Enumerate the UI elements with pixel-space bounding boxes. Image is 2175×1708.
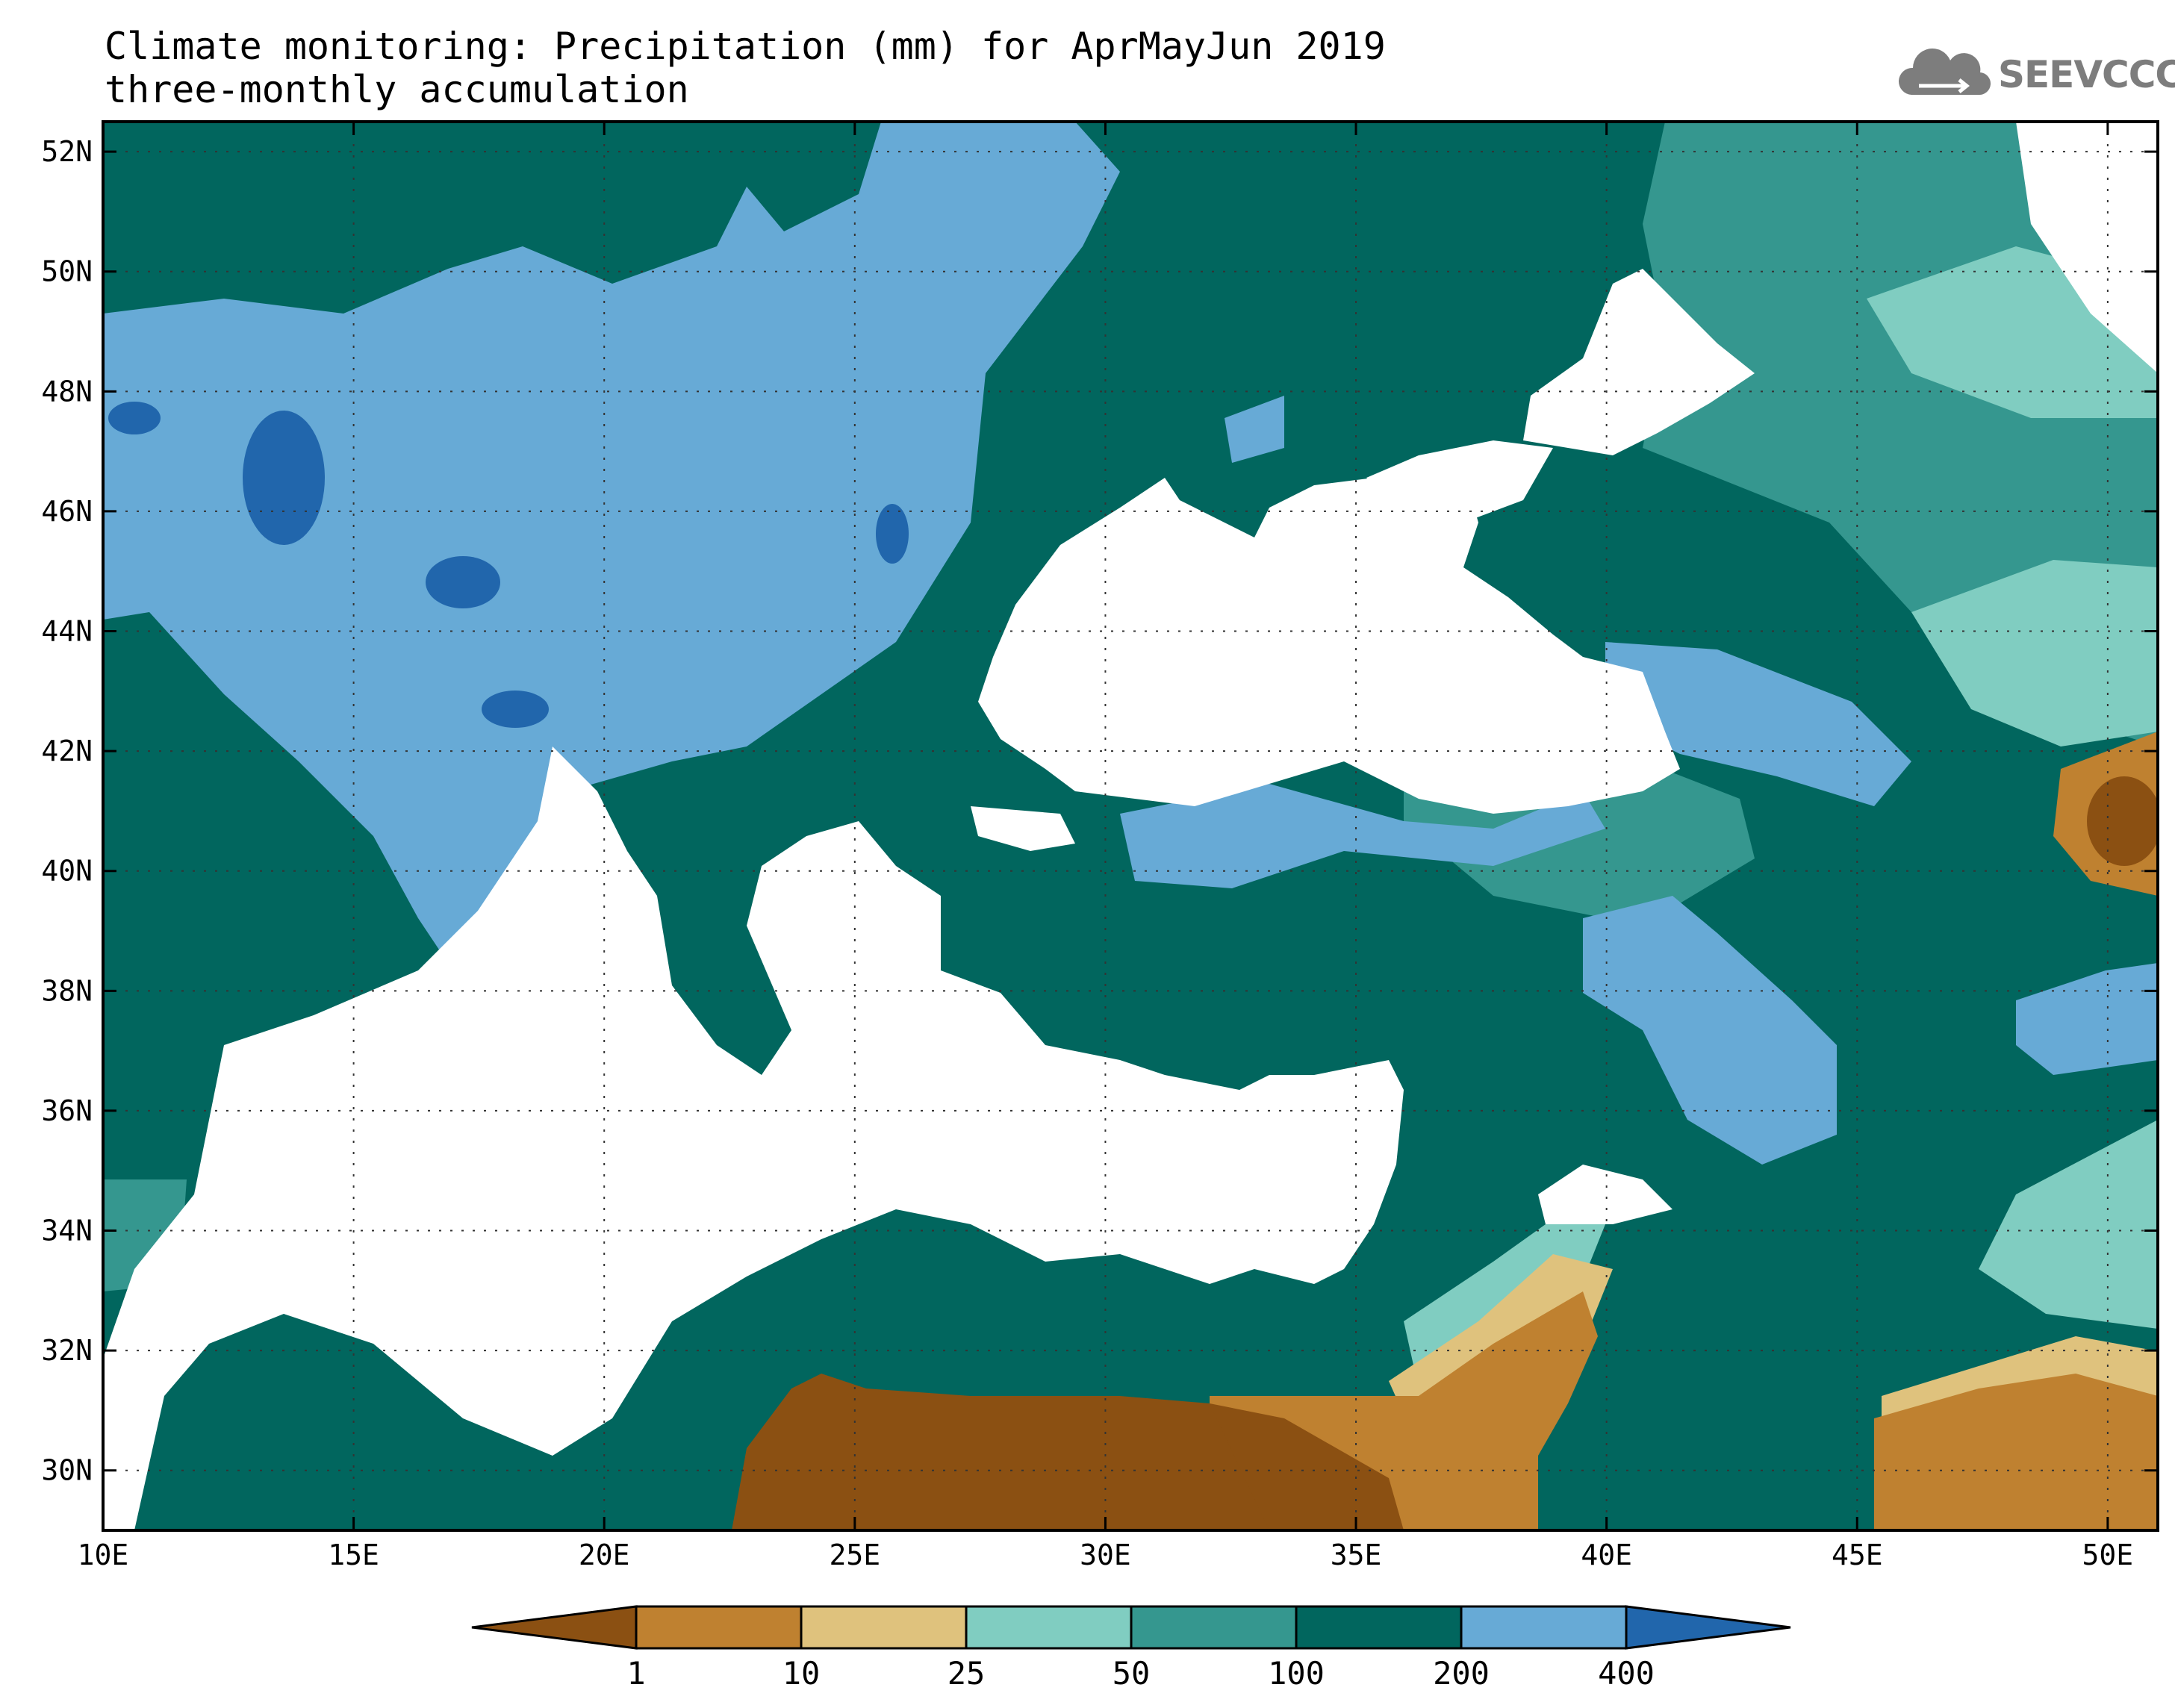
colorbar-box bbox=[965, 1605, 1133, 1650]
lat-tick-label: 34N bbox=[41, 1215, 93, 1247]
colorbar-label: 1 bbox=[626, 1655, 645, 1692]
lon-tick-label: 50E bbox=[2082, 1539, 2134, 1571]
lon-tick-label: 10E bbox=[78, 1539, 129, 1571]
colorbar-box bbox=[1130, 1605, 1298, 1650]
no-data-russia bbox=[1523, 269, 1755, 455]
precip-200-400-iran bbox=[2016, 963, 2158, 1075]
lon-tick-label: 20E bbox=[579, 1539, 630, 1571]
precip-1-10-caspian-coast bbox=[2087, 776, 2158, 866]
lon-tick-label: 35E bbox=[1331, 1539, 1382, 1571]
colorbar-box bbox=[800, 1605, 968, 1650]
precip-over-400-alps bbox=[108, 402, 161, 434]
precip-over-400-montenegro bbox=[482, 691, 549, 728]
colorbar-label: 100 bbox=[1268, 1655, 1325, 1692]
precip-under-1-egypt bbox=[1210, 1403, 1404, 1530]
lat-tick-label: 38N bbox=[41, 974, 93, 1007]
map-title: Climate monitoring: Precipitation (mm) f… bbox=[105, 25, 1386, 68]
lat-tick-label: 50N bbox=[41, 255, 93, 288]
logo-text: SEEVCCC bbox=[1998, 53, 2175, 96]
lon-tick-label: 15E bbox=[328, 1539, 379, 1571]
lat-tick-label: 44N bbox=[41, 615, 93, 648]
colorbar-label: 25 bbox=[948, 1655, 986, 1692]
precip-200-400-ukraine bbox=[1225, 396, 1284, 463]
precip-1-10-gulf bbox=[1874, 1374, 2158, 1530]
colorbar-box bbox=[1460, 1605, 1628, 1650]
lat-tick-label: 48N bbox=[41, 375, 93, 408]
no-data-kazakhstan bbox=[2016, 122, 2158, 373]
precip-200-400-balkans bbox=[103, 122, 1120, 963]
mediterranean-sea bbox=[103, 747, 1404, 1530]
precip-over-400-bosnia bbox=[426, 556, 500, 608]
no-data-syria-desert bbox=[1538, 1165, 1673, 1224]
lat-tick-label: 52N bbox=[41, 135, 93, 168]
lat-tick-label: 46N bbox=[41, 495, 93, 528]
lon-tick-label: 45E bbox=[1832, 1539, 1883, 1571]
map-subtitle: three-monthly accumulation bbox=[105, 68, 689, 111]
colorbar-label: 400 bbox=[1598, 1655, 1655, 1692]
lon-tick-label: 25E bbox=[830, 1539, 881, 1571]
map-frame bbox=[102, 120, 2159, 1532]
precip-over-400-romania bbox=[876, 504, 909, 564]
sea-of-azov bbox=[1366, 440, 1553, 523]
colorbar-label: 200 bbox=[1433, 1655, 1490, 1692]
lat-tick-label: 32N bbox=[41, 1334, 93, 1367]
lat-tick-label: 30N bbox=[41, 1454, 93, 1487]
colorbar-low-triangle bbox=[471, 1605, 638, 1650]
cloud-logo-icon bbox=[1898, 49, 1991, 96]
lat-tick-label: 36N bbox=[41, 1094, 93, 1127]
sea-of-marmara bbox=[971, 806, 1075, 851]
lat-axis: 30N 32N 34N 36N 38N 40N 42N 44N 46N 48N 50N 52N bbox=[41, 135, 2158, 1487]
precip-25-50-iraq bbox=[1979, 1120, 2158, 1329]
precip-200-400-north-turkey bbox=[1120, 784, 1605, 888]
colorbar-label: 50 bbox=[1113, 1655, 1151, 1692]
colorbar-label: 10 bbox=[782, 1655, 821, 1692]
colorbar-box bbox=[1295, 1605, 1463, 1650]
precip-25-50-caucasus bbox=[1911, 560, 2158, 747]
lon-tick-label: 40E bbox=[1581, 1539, 1632, 1571]
black-sea bbox=[978, 463, 1680, 814]
lat-tick-label: 40N bbox=[41, 855, 93, 888]
colorbar: 1 10 25 50 100 200 400 bbox=[471, 1605, 1791, 1692]
precip-under-1-libya-egypt bbox=[732, 1374, 1284, 1530]
precip-200-400-east-turkey bbox=[1583, 896, 1837, 1165]
precip-over-400-slovenia bbox=[243, 411, 325, 545]
colorbar-high-triangle bbox=[1625, 1605, 1791, 1650]
colorbar-box bbox=[635, 1605, 803, 1650]
precip-200-400-pontic bbox=[1605, 642, 1911, 806]
lon-axis: 10E 15E 20E 25E 30E 35E 40E 45E 50E bbox=[78, 122, 2134, 1571]
seevccc-logo: SEEVCCC bbox=[1896, 45, 2175, 105]
lat-tick-label: 42N bbox=[41, 735, 93, 767]
lon-tick-label: 30E bbox=[1080, 1539, 1131, 1571]
